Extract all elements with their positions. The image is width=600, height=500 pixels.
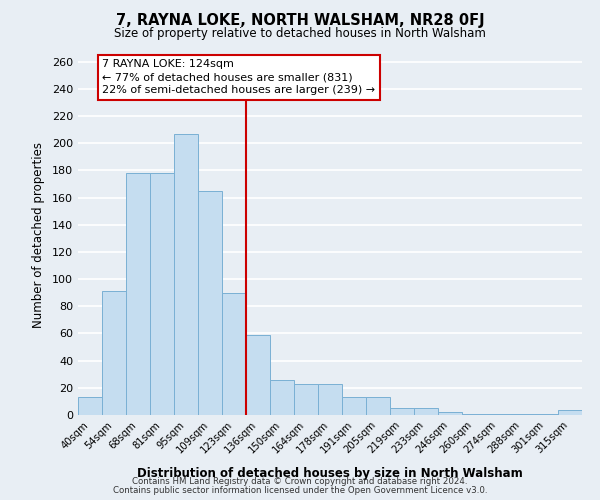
Bar (102, 292, 126, 415)
Bar (246, 335, 270, 415)
Bar (318, 384, 342, 415)
X-axis label: Distribution of detached houses by size in North Walsham: Distribution of detached houses by size … (137, 466, 523, 479)
Bar (126, 173, 150, 415)
Bar (270, 380, 294, 415)
Bar (198, 191, 222, 415)
Bar (294, 384, 318, 415)
Bar (558, 410, 582, 415)
Bar (78, 398, 102, 415)
Bar (534, 414, 558, 415)
Text: Size of property relative to detached houses in North Walsham: Size of property relative to detached ho… (114, 28, 486, 40)
Bar (462, 414, 486, 415)
Text: Contains HM Land Registry data © Crown copyright and database right 2024.: Contains HM Land Registry data © Crown c… (132, 477, 468, 486)
Bar (366, 398, 390, 415)
Text: 7 RAYNA LOKE: 124sqm
← 77% of detached houses are smaller (831)
22% of semi-deta: 7 RAYNA LOKE: 124sqm ← 77% of detached h… (102, 59, 375, 96)
Text: Contains public sector information licensed under the Open Government Licence v3: Contains public sector information licen… (113, 486, 487, 495)
Bar (222, 292, 246, 415)
Bar (390, 408, 414, 415)
Bar (510, 414, 534, 415)
Bar (438, 412, 462, 415)
Y-axis label: Number of detached properties: Number of detached properties (32, 142, 45, 328)
Bar (150, 173, 174, 415)
Text: 7, RAYNA LOKE, NORTH WALSHAM, NR28 0FJ: 7, RAYNA LOKE, NORTH WALSHAM, NR28 0FJ (116, 12, 484, 28)
Bar (414, 408, 438, 415)
Bar (342, 398, 366, 415)
Bar (486, 414, 510, 415)
Bar (174, 134, 198, 415)
